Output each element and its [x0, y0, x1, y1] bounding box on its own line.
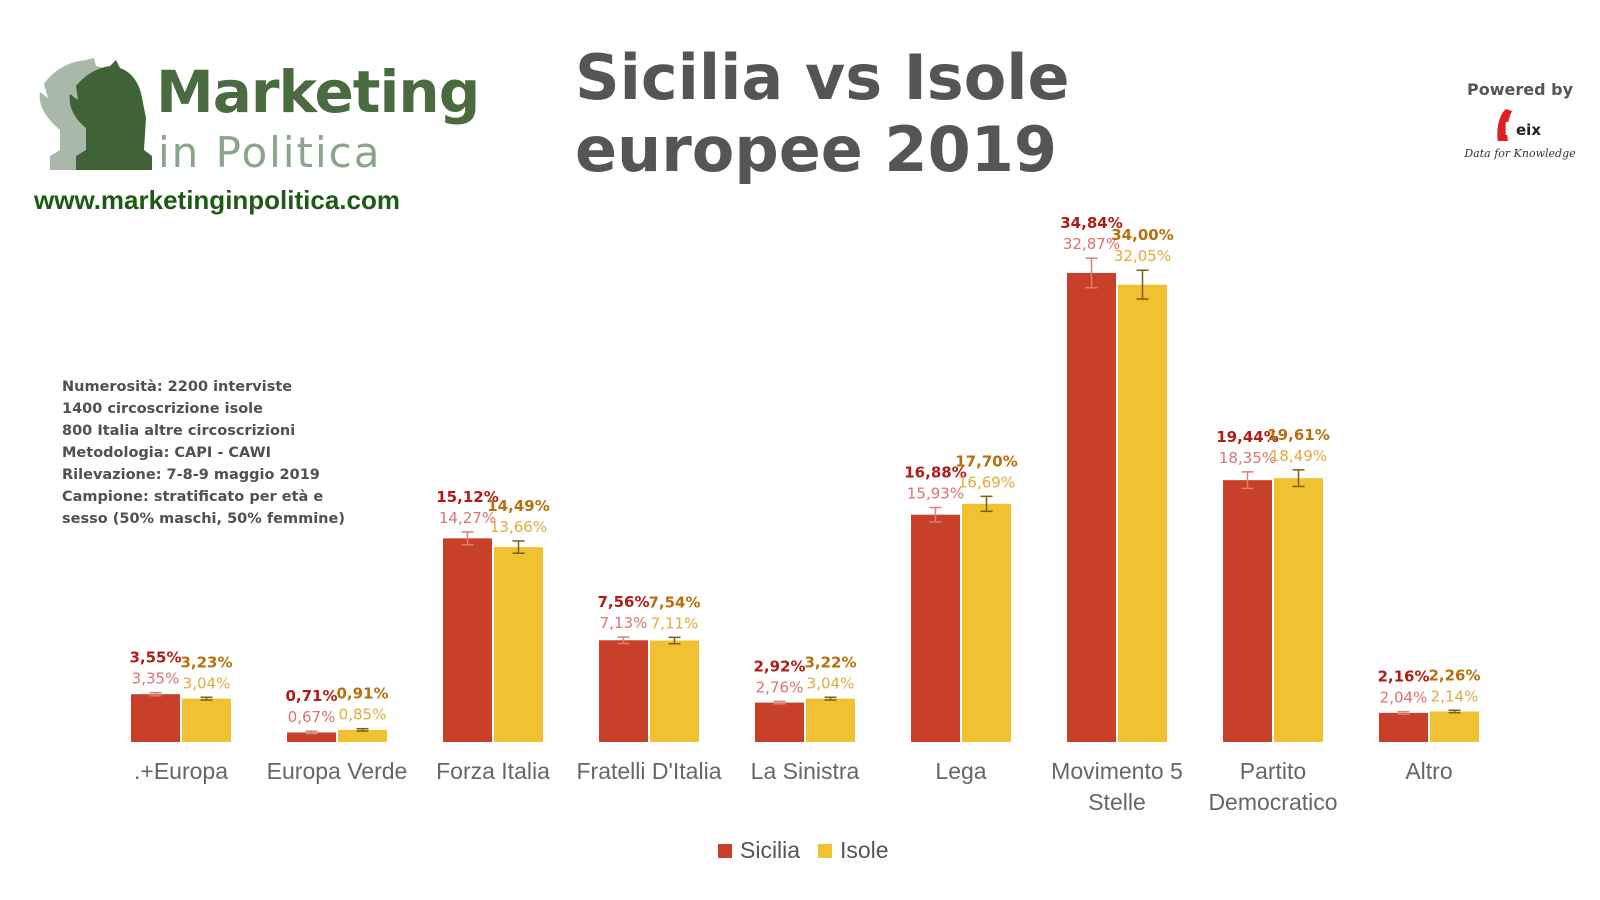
bar-sicilia	[1379, 712, 1428, 742]
upper-value-label: 7,56%	[597, 593, 649, 611]
legend-swatch-sicilia	[718, 844, 732, 858]
logo-subtitle: in Politica	[158, 128, 382, 177]
website-url[interactable]: www.marketinginpolitica.com	[34, 185, 400, 215]
upper-value-label: 15,12%	[436, 488, 498, 506]
upper-value-label: 34,84%	[1060, 214, 1122, 232]
upper-value-label: 34,00%	[1111, 226, 1173, 244]
category-label: Democratico	[1208, 789, 1337, 815]
value-label: 13,66%	[490, 518, 547, 536]
note-line: sesso (50% maschi, 50% femmine)	[62, 511, 345, 527]
bar-isole	[650, 640, 699, 742]
bar-sicilia	[1067, 272, 1116, 742]
powered-by-block: Powered by K eix Keix Data for Knowledge	[1460, 80, 1580, 160]
note-line: 800 Italia altre circoscrizioni	[62, 423, 296, 439]
upper-value-label: 3,55%	[129, 649, 181, 667]
logo-title: Marketing	[156, 58, 480, 126]
value-label: 32,87%	[1063, 235, 1120, 253]
category-label: Partito	[1240, 758, 1306, 784]
category-label: Altro	[1405, 758, 1452, 784]
upper-value-label: 19,61%	[1267, 426, 1329, 444]
powered-by-label: Powered by	[1467, 80, 1573, 99]
chart-title-line-2: europee 2019	[575, 113, 1057, 186]
value-label: 2,14%	[1431, 687, 1479, 705]
upper-value-label: 0,91%	[336, 685, 388, 703]
value-label: 3,35%	[132, 670, 180, 688]
upper-value-label: 2,26%	[1428, 666, 1480, 684]
upper-value-label: 19,44%	[1216, 428, 1278, 446]
upper-value-label: 2,16%	[1377, 668, 1429, 686]
category-label: La Sinistra	[751, 758, 860, 784]
note-line: Rilevazione: 7-8-9 maggio 2019	[62, 467, 320, 483]
value-label: 14,27%	[439, 509, 496, 527]
upper-value-label: 17,70%	[955, 452, 1017, 470]
value-label: 0,85%	[339, 706, 387, 724]
value-label: 16,69%	[958, 473, 1015, 491]
keix-tagline: Data for Knowledge	[1464, 147, 1576, 160]
value-label: 3,04%	[807, 674, 855, 692]
value-label: 2,04%	[1380, 689, 1428, 707]
upper-value-label: 0,71%	[285, 687, 337, 705]
bar-isole	[1430, 711, 1479, 742]
value-label: 3,04%	[183, 674, 231, 692]
bar-sicilia	[131, 694, 180, 742]
bar-isole	[806, 698, 855, 742]
note-line: Metodologia: CAPI - CAWI	[62, 445, 272, 461]
upper-value-label: 3,23%	[180, 653, 232, 671]
upper-value-label: 2,92%	[753, 657, 805, 675]
keix-logo-initial: K	[1504, 119, 1519, 140]
upper-value-label: 14,49%	[487, 497, 549, 515]
bar-isole	[1118, 284, 1167, 742]
category-label: Stelle	[1088, 789, 1146, 815]
bar-sicilia	[443, 538, 492, 742]
value-label: 15,93%	[907, 485, 964, 503]
bar-isole	[1274, 478, 1323, 742]
note-line: Numerosità: 2200 interviste	[62, 379, 293, 395]
value-label: 18,35%	[1219, 449, 1276, 467]
keix-logo: K eix Keix	[1497, 109, 1541, 141]
category-label: Movimento 5	[1051, 758, 1183, 784]
category-label: Fratelli D'Italia	[577, 758, 722, 784]
value-label: 0,67%	[288, 708, 336, 726]
note-line: 1400 circoscrizione isole	[62, 401, 263, 417]
upper-value-label: 3,22%	[804, 653, 856, 671]
value-label: 2,76%	[756, 678, 804, 696]
bar-isole	[962, 503, 1011, 742]
value-label: 18,49%	[1270, 447, 1327, 465]
upper-value-label: 16,88%	[904, 464, 966, 482]
keix-logo-rest: eix	[1516, 121, 1541, 139]
legend-label-sicilia: Sicilia	[740, 837, 800, 863]
bar-sicilia	[1223, 480, 1272, 742]
value-label: 7,13%	[600, 614, 648, 632]
category-label: Lega	[935, 758, 986, 784]
chart-title: Sicilia vs Isole europee 2019	[575, 42, 1070, 186]
bar-sicilia	[287, 732, 336, 742]
bar-sicilia	[755, 702, 804, 742]
category-label: Europa Verde	[267, 758, 408, 784]
note-line: Campione: stratificato per età e	[62, 489, 324, 505]
upper-value-label: 7,54%	[648, 593, 700, 611]
value-label: 7,11%	[651, 614, 699, 632]
bar-isole	[182, 698, 231, 742]
category-label: .+Europa	[134, 758, 228, 784]
marketing-in-politica-logo: Marketing in Politica	[36, 58, 480, 218]
chess-knight-icon	[39, 58, 152, 170]
chart-title-line-1: Sicilia vs Isole	[575, 41, 1070, 114]
value-label: 32,05%	[1114, 247, 1171, 265]
methodology-notes: Numerosità: 2200 interviste 1400 circosc…	[62, 376, 345, 530]
bar-isole	[494, 547, 543, 742]
legend-swatch-isole	[818, 844, 832, 858]
bar-isole	[338, 729, 387, 742]
category-label: Forza Italia	[436, 758, 550, 784]
legend-label-isole: Isole	[840, 837, 889, 863]
bar-sicilia	[599, 640, 648, 742]
bar-sicilia	[911, 514, 960, 742]
